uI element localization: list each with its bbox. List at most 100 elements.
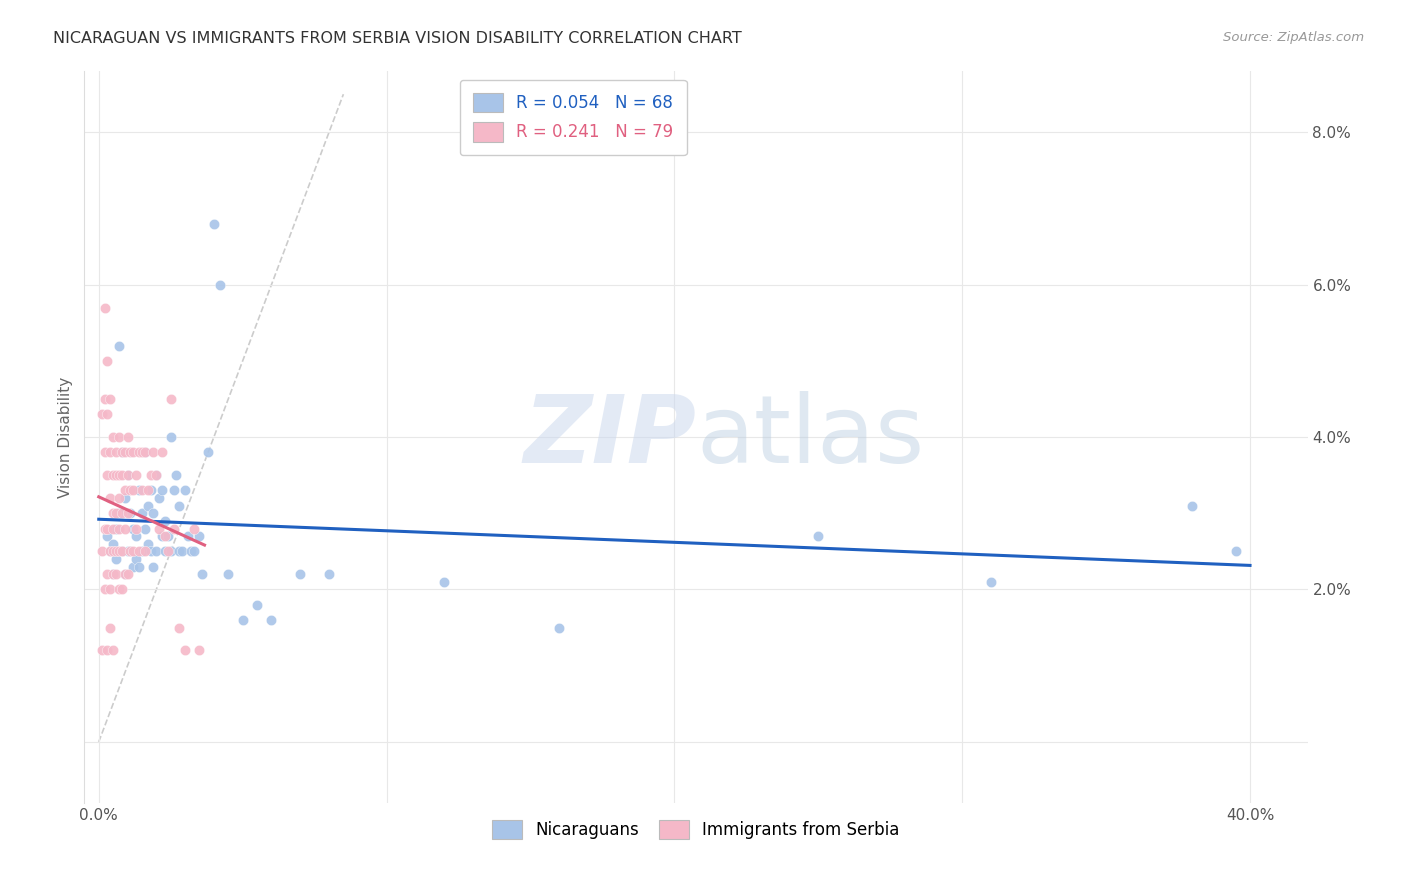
Point xyxy=(174,643,197,657)
Point xyxy=(148,521,170,535)
Point xyxy=(191,567,214,582)
Point xyxy=(162,483,184,498)
Point xyxy=(122,544,145,558)
Point xyxy=(105,567,128,582)
Point xyxy=(1225,544,1247,558)
Point xyxy=(145,468,167,483)
Point xyxy=(120,445,142,459)
Point xyxy=(128,483,150,498)
Point xyxy=(98,491,121,505)
Point xyxy=(125,521,148,535)
Point xyxy=(108,430,131,444)
Legend: Nicaraguans, Immigrants from Serbia: Nicaraguans, Immigrants from Serbia xyxy=(485,814,907,846)
Point xyxy=(142,506,165,520)
Point xyxy=(108,506,131,520)
Point xyxy=(120,506,142,520)
Point xyxy=(159,430,181,444)
Point xyxy=(114,521,136,535)
Point xyxy=(93,582,115,597)
Point xyxy=(169,621,191,635)
Point xyxy=(96,643,118,657)
Point xyxy=(108,468,131,483)
Point xyxy=(136,499,159,513)
Point xyxy=(122,559,145,574)
Point xyxy=(290,567,312,582)
Point xyxy=(98,544,121,558)
Point xyxy=(120,483,142,498)
Text: NICARAGUAN VS IMMIGRANTS FROM SERBIA VISION DISABILITY CORRELATION CHART: NICARAGUAN VS IMMIGRANTS FROM SERBIA VIS… xyxy=(53,31,742,46)
Point xyxy=(150,445,173,459)
Point xyxy=(93,392,115,406)
Point xyxy=(111,544,134,558)
Point xyxy=(131,483,153,498)
Point xyxy=(980,574,1002,589)
Point xyxy=(1181,499,1204,513)
Point xyxy=(166,468,188,483)
Point xyxy=(131,544,153,558)
Point xyxy=(93,301,115,315)
Point xyxy=(93,445,115,459)
Point xyxy=(114,567,136,582)
Point xyxy=(122,445,145,459)
Point xyxy=(108,339,131,353)
Point xyxy=(131,445,153,459)
Point xyxy=(96,521,118,535)
Point xyxy=(108,582,131,597)
Point xyxy=(101,430,124,444)
Point xyxy=(98,582,121,597)
Point xyxy=(114,445,136,459)
Point xyxy=(101,544,124,558)
Point xyxy=(105,544,128,558)
Point xyxy=(111,582,134,597)
Point xyxy=(131,506,153,520)
Point xyxy=(105,552,128,566)
Point xyxy=(98,392,121,406)
Point xyxy=(98,621,121,635)
Point xyxy=(90,544,112,558)
Point xyxy=(117,468,139,483)
Point xyxy=(117,544,139,558)
Point xyxy=(101,521,124,535)
Point xyxy=(96,529,118,543)
Point xyxy=(98,445,121,459)
Point xyxy=(120,544,142,558)
Point xyxy=(128,544,150,558)
Point xyxy=(96,354,118,368)
Point xyxy=(246,598,269,612)
Point xyxy=(128,559,150,574)
Point xyxy=(93,521,115,535)
Point xyxy=(145,468,167,483)
Point xyxy=(114,567,136,582)
Point xyxy=(208,277,231,292)
Point xyxy=(98,544,121,558)
Point xyxy=(111,544,134,558)
Point xyxy=(117,468,139,483)
Point xyxy=(117,567,139,582)
Point xyxy=(260,613,283,627)
Point xyxy=(150,529,173,543)
Point xyxy=(122,483,145,498)
Point xyxy=(145,544,167,558)
Point xyxy=(101,567,124,582)
Point xyxy=(117,430,139,444)
Point xyxy=(159,544,181,558)
Point xyxy=(156,529,179,543)
Point xyxy=(139,544,162,558)
Point xyxy=(548,621,571,635)
Point xyxy=(111,445,134,459)
Point xyxy=(114,491,136,505)
Point xyxy=(172,544,194,558)
Point xyxy=(169,544,191,558)
Point xyxy=(125,529,148,543)
Point xyxy=(96,407,118,421)
Point xyxy=(117,506,139,520)
Point xyxy=(122,521,145,535)
Point xyxy=(232,613,254,627)
Point xyxy=(433,574,456,589)
Point xyxy=(139,468,162,483)
Point xyxy=(105,445,128,459)
Point xyxy=(111,506,134,520)
Text: Source: ZipAtlas.com: Source: ZipAtlas.com xyxy=(1223,31,1364,45)
Point xyxy=(188,529,211,543)
Point xyxy=(111,445,134,459)
